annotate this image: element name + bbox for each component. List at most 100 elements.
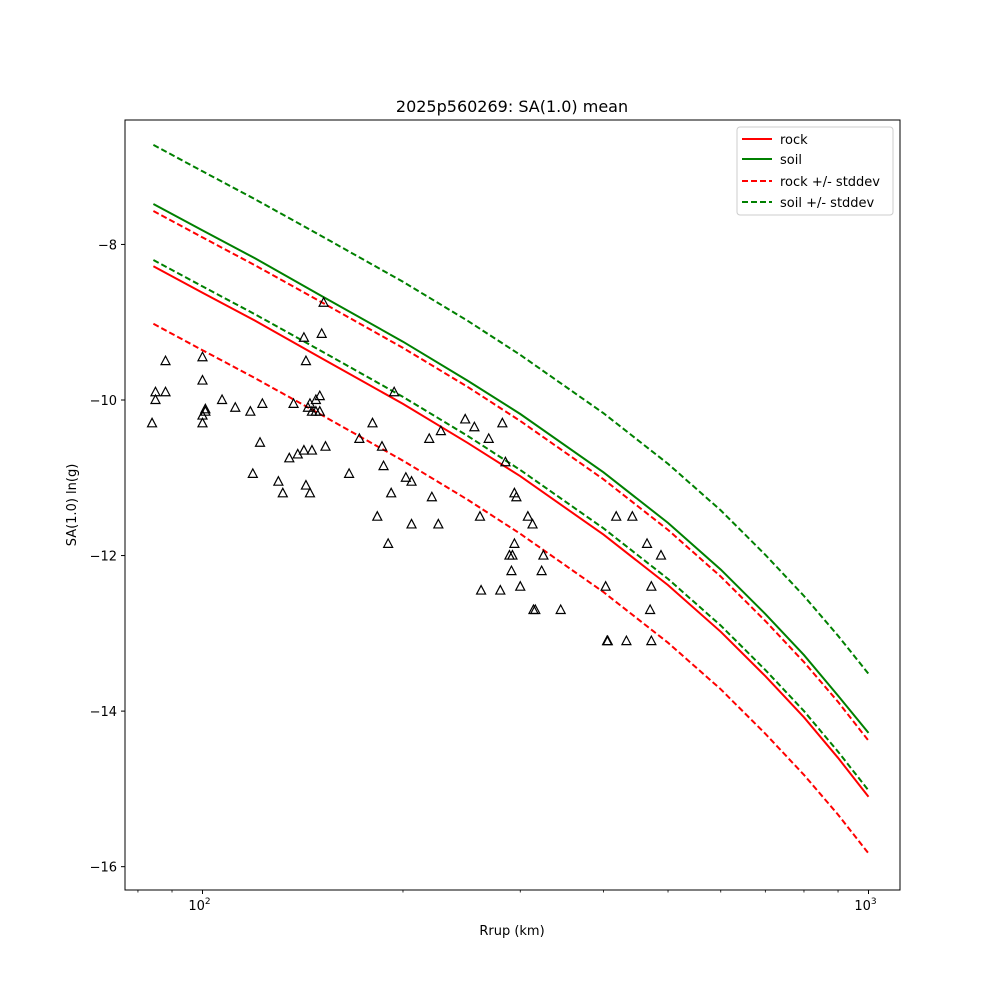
data-point [160,354,172,366]
legend-label-rock: rock [780,133,808,148]
data-point [343,467,355,478]
data-point [378,459,390,471]
data-point [600,580,612,591]
data-point [376,440,388,451]
data-point [468,420,480,432]
lines-layer [152,144,870,855]
data-point [406,475,418,486]
data-point [196,417,208,428]
data-point [277,487,289,498]
data-point [423,432,435,443]
data-point [306,444,318,455]
series-line-1 [152,203,870,734]
data-point [432,518,444,529]
data-point [641,537,653,548]
data-point [626,510,638,521]
data-point [508,537,520,548]
legend-label-soil-stddev: soil +/- stddev [780,196,875,211]
data-point [435,424,447,436]
data-point [318,296,330,307]
data-point [304,487,316,498]
data-point [655,549,667,560]
x-axis-label: Rrup (km) [479,924,544,939]
data-point [514,580,526,591]
data-point [400,471,412,482]
data-point [537,549,549,560]
data-point [283,452,295,463]
data-point [506,549,518,560]
data-point [196,350,208,362]
data-point [247,467,259,478]
data-point [319,440,331,451]
data-point [160,385,172,397]
legend-label-soil: soil [780,153,802,168]
data-point [254,436,266,447]
data-point [496,417,508,428]
points-layer [146,296,667,646]
data-point [316,327,328,338]
y-tick-label: −16 [90,861,117,876]
data-point [199,405,211,416]
data-point [382,537,394,548]
data-point [353,432,365,443]
data-point [527,518,539,529]
legend: rock soil rock +/- stddev soil +/- stdde… [736,126,894,216]
data-point [300,479,312,490]
data-point [522,510,534,521]
data-point [555,603,567,615]
data-point [499,455,511,467]
data-point [288,397,300,408]
data-point [505,564,517,576]
legend-label-rock-stddev: rock +/- stddev [780,175,880,190]
data-point [388,385,400,397]
data-point [426,490,438,502]
data-point [644,603,656,615]
data-point [272,475,284,486]
data-point [510,490,522,502]
data-point [494,584,506,595]
data-point [314,389,326,401]
data-point [199,403,211,414]
data-point [645,634,657,646]
plot-frame [124,119,901,891]
data-point [371,510,383,521]
y-axis-label: SA(1.0) ln(g) [65,464,80,547]
y-tick-label: −12 [90,550,117,565]
data-point [529,603,541,615]
data-point [406,518,418,529]
data-point [475,584,487,595]
series-line-4 [152,144,870,675]
y-tick-label: −8 [98,238,117,253]
data-point [216,393,228,405]
data-point [474,510,486,521]
data-point [256,397,268,408]
series-line-5 [152,259,870,792]
data-point [149,393,161,405]
data-point [483,432,495,443]
data-point [244,405,256,416]
data-point [385,487,397,498]
data-point [298,331,310,342]
data-point [314,405,326,416]
data-point [367,417,379,428]
chart-title: 2025p560269: SA(1.0) mean [396,97,628,116]
data-point [196,374,208,385]
data-point [459,413,471,424]
data-point [645,580,657,591]
data-point [146,417,158,428]
legend-box [736,126,894,216]
y-tick-label: −10 [90,394,117,409]
series-line-3 [152,322,870,855]
y-tick-label: −14 [90,705,117,720]
data-point [298,444,310,455]
data-point [300,354,312,366]
data-point [229,401,241,412]
series-line-0 [152,265,870,798]
data-point [536,564,548,576]
series-line-2 [152,210,870,742]
data-point [610,510,622,521]
data-point [602,634,614,646]
data-point [620,634,632,646]
